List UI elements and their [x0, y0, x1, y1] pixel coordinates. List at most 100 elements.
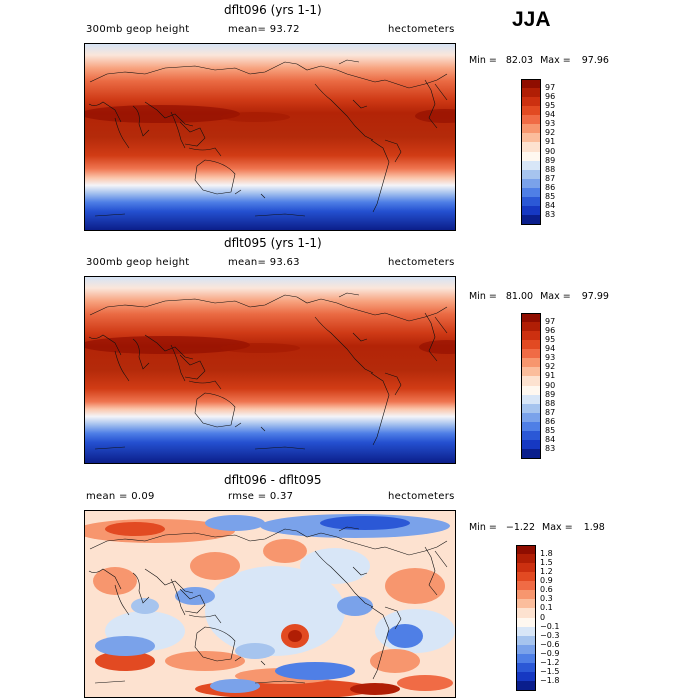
- colorbar-tick-label: 0.9: [540, 576, 553, 586]
- colorbar-tick-label: 85: [545, 191, 556, 201]
- panel-3-rmse-label: rmse = 0.37: [228, 491, 294, 502]
- colorbar-swatch: [521, 106, 541, 116]
- colorbar-tick-label: 92: [545, 128, 556, 138]
- panel-2-title: dflt095 (yrs 1-1): [224, 236, 322, 250]
- colorbar-tick-label: 92: [545, 362, 556, 372]
- colorbar-tick-label: 83: [545, 209, 556, 219]
- panel-3-map-svg: [85, 511, 455, 697]
- colorbar-swatch: [521, 142, 541, 152]
- colorbar-tick-label: −0.1: [540, 621, 560, 631]
- colorbar-tick-label: 90: [545, 380, 556, 390]
- colorbar-tick-label: 95: [545, 335, 556, 345]
- colorbar-tick-label: −0.6: [540, 639, 560, 649]
- colorbar-swatch: [521, 133, 541, 143]
- colorbar-tick-label: 85: [545, 425, 556, 435]
- colorbar-tick-label: 1.2: [540, 567, 553, 577]
- colorbar-tick-label: 0.6: [540, 585, 553, 595]
- panel-1-title: dflt096 (yrs 1-1): [224, 3, 322, 17]
- colorbar-tick-label: 96: [545, 92, 556, 102]
- colorbar-swatch: [521, 331, 541, 341]
- panel-1-map-svg: [85, 44, 455, 230]
- colorbar-swatch: [521, 439, 541, 450]
- colorbar-tick-label: −1.5: [540, 666, 560, 676]
- panel-3-min-value: −1.22: [505, 522, 535, 533]
- colorbar-swatch: [521, 205, 541, 216]
- panel-1-map: [84, 43, 456, 231]
- colorbar-swatch: [521, 88, 541, 98]
- colorbar-swatch: [521, 151, 541, 162]
- colorbar-tick-label: 87: [545, 407, 556, 417]
- colorbar-swatch: [521, 394, 541, 405]
- colorbar-swatch: [516, 572, 536, 582]
- panel-3-max-value: 1.98: [583, 522, 605, 533]
- colorbar-tick-label: 86: [545, 182, 556, 192]
- panel-1-units-label: hectometers: [388, 24, 455, 35]
- colorbar-swatch: [521, 322, 541, 332]
- colorbar-tick-label: 96: [545, 326, 556, 336]
- colorbar-swatch: [521, 367, 541, 377]
- panel-3-coastlines: [88, 526, 448, 684]
- colorbar-swatch: [521, 313, 541, 323]
- panel-1-mean-label: mean= 93.72: [228, 24, 300, 35]
- panel-3-min-label: Min =: [469, 522, 497, 533]
- panel-3-title: dflt096 - dflt095: [224, 473, 322, 487]
- colorbar-swatch: [516, 563, 536, 573]
- panel-1-coastlines: [88, 59, 448, 217]
- colorbar-tick-label: 93: [545, 353, 556, 363]
- colorbar-swatch: [521, 412, 541, 423]
- panel-3-map: [84, 510, 456, 698]
- colorbar-tick-label: −1.2: [540, 657, 560, 667]
- colorbar-tick-label: 94: [545, 344, 556, 354]
- colorbar-tick-label: 89: [545, 155, 556, 165]
- panel-1-max-value: 97.96: [581, 55, 609, 66]
- colorbar-swatch: [521, 214, 541, 225]
- panel-2-map: [84, 276, 456, 464]
- colorbar-swatch: [516, 635, 536, 646]
- colorbar-swatch: [516, 644, 536, 655]
- colorbar-swatch: [521, 340, 541, 350]
- colorbar-swatch: [521, 160, 541, 171]
- colorbar-swatch: [516, 662, 536, 673]
- season-label: JJA: [512, 8, 551, 31]
- colorbar-tick-label: 0: [540, 612, 546, 622]
- panel-3-units-label: hectometers: [388, 491, 455, 502]
- colorbar-swatch: [516, 545, 536, 555]
- colorbar-swatch: [521, 421, 541, 432]
- panel-2-coastlines: [88, 292, 448, 450]
- colorbar-swatch: [516, 653, 536, 664]
- panel-3-max-label: Max =: [542, 522, 573, 533]
- panel-2-min-label: Min =: [469, 291, 497, 302]
- panel-1-variable-label: 300mb geop height: [86, 24, 190, 35]
- colorbar-tick-label: −0.9: [540, 648, 560, 658]
- colorbar-tick-label: 91: [545, 137, 556, 147]
- panel-2-max-value: 97.99: [581, 291, 609, 302]
- colorbar-swatch: [521, 97, 541, 107]
- colorbar-tick-label: −1.8: [540, 675, 560, 685]
- colorbar-tick-label: 94: [545, 110, 556, 120]
- panel-2-map-svg: [85, 277, 455, 463]
- panel-1-max-label: Max =: [540, 55, 571, 66]
- colorbar-swatch: [521, 187, 541, 198]
- colorbar-tick-label: 84: [545, 434, 556, 444]
- colorbar-swatch: [516, 608, 536, 618]
- colorbar-tick-label: 90: [545, 146, 556, 156]
- colorbar-swatch: [516, 590, 536, 600]
- panel-2-variable-label: 300mb geop height: [86, 257, 190, 268]
- colorbar-swatch: [521, 178, 541, 189]
- colorbar-swatch: [521, 349, 541, 359]
- colorbar-tick-label: 83: [545, 443, 556, 453]
- colorbar-swatch: [516, 617, 536, 628]
- colorbar-tick-label: 89: [545, 389, 556, 399]
- colorbar-tick-label: 97: [545, 83, 556, 93]
- colorbar-swatch: [521, 430, 541, 441]
- panel-1-min-value: 82.03: [505, 55, 534, 66]
- colorbar-swatch: [521, 448, 541, 459]
- colorbar-swatch: [516, 626, 536, 637]
- panel-2-max-label: Max =: [540, 291, 571, 302]
- panel-1-minmax: Min = 82.03 Max = 97.96: [469, 55, 609, 66]
- colorbar-tick-label: 0.3: [540, 594, 553, 604]
- colorbar-tick-label: 84: [545, 200, 556, 210]
- panel-3-mean-label: mean = 0.09: [86, 491, 155, 502]
- panel-2-minmax: Min = 81.00 Max = 97.99: [469, 291, 609, 302]
- panel-2-min-value: 81.00: [505, 291, 534, 302]
